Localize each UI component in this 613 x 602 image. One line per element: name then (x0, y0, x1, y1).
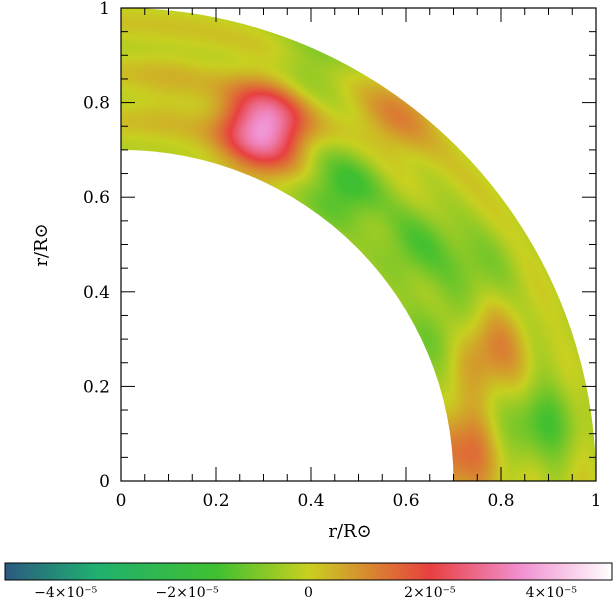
colorbar (4, 562, 613, 581)
y-tick-label: 0.4 (83, 283, 110, 303)
colorbar-tick-label: 0 (304, 585, 313, 601)
colorbar-labels: −4×10⁻⁵ −2×10⁻⁵ 0 2×10⁻⁵ 4×10⁻⁵ (34, 585, 577, 601)
y-tick-label: 0.2 (83, 377, 110, 397)
x-tick-labels: 0 0.2 0.4 0.6 0.8 1 (116, 491, 602, 511)
x-tick-label: 0.6 (392, 491, 419, 511)
x-tick-label: 0.2 (202, 491, 229, 511)
colorbar-tick-label: −4×10⁻⁵ (34, 585, 98, 601)
y-tick-labels: 0 0.2 0.4 0.6 0.8 1 (83, 0, 110, 492)
colorbar-tick-label: 4×10⁻⁵ (526, 585, 578, 601)
y-tick-label: 0.8 (83, 94, 110, 114)
colorbar-tick-label: −2×10⁻⁵ (156, 585, 220, 601)
colorbar-tick-label: 2×10⁻⁵ (404, 585, 456, 601)
y-tick-label: 1 (99, 0, 110, 19)
x-tick-label: 0.4 (297, 491, 324, 511)
y-axis-label: r/R⊙ (31, 223, 52, 266)
y-tick-label: 0.6 (83, 188, 110, 208)
y-tick-label: 0 (99, 472, 110, 492)
x-tick-label: 0 (116, 491, 127, 511)
x-axis-label: r/R⊙ (328, 521, 371, 542)
heatmap-field (121, 8, 596, 481)
x-tick-label: 1 (591, 491, 602, 511)
x-tick-label: 0.8 (487, 491, 514, 511)
axis-ticks (120, 7, 597, 482)
